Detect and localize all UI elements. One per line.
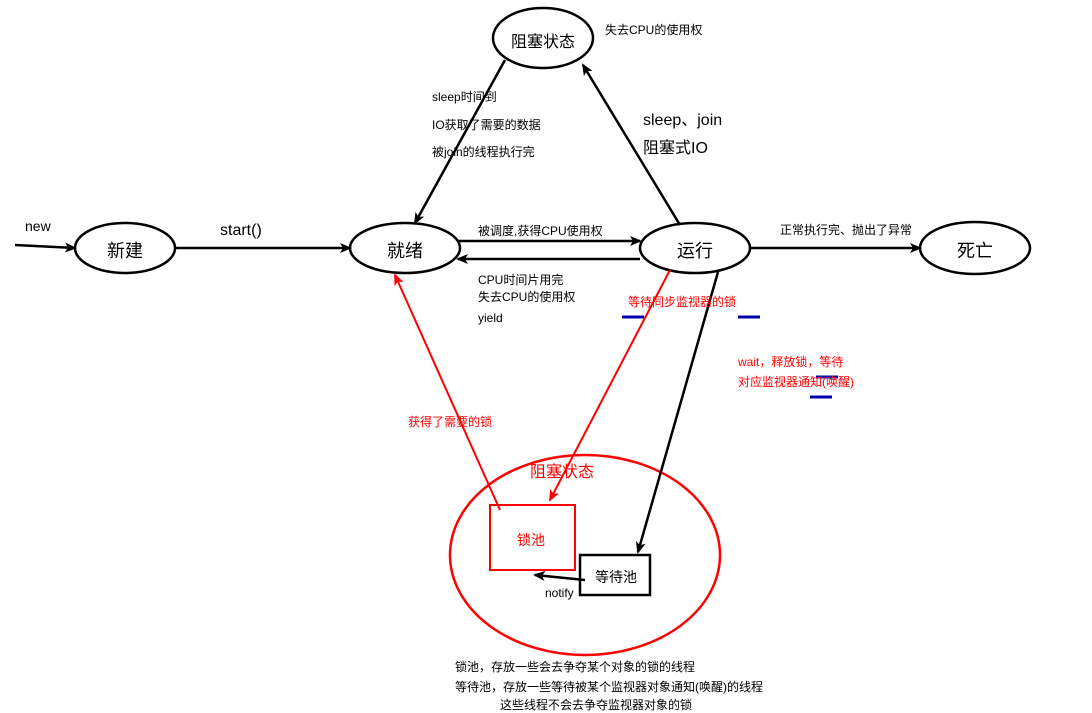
edge-r2b-2: 阻塞式IO bbox=[643, 134, 708, 158]
edge-lose-cpu: 失去CPU的使用权 bbox=[605, 21, 702, 38]
edge-b2r-3: 被join的线程执行完 bbox=[432, 143, 535, 160]
node-new-text: 新建 bbox=[107, 237, 143, 263]
edge-b2r-1: sleep时间到 bbox=[432, 88, 497, 105]
node-wait-pool-text: 等待池 bbox=[595, 567, 637, 587]
label-new: new bbox=[25, 218, 51, 234]
edge-scheduled: 被调度,获得CPU使用权 bbox=[478, 222, 603, 239]
edge-got-lock: 获得了需要的锁 bbox=[408, 413, 492, 430]
edge-wait-monitor: 等待同步监视器的锁 bbox=[628, 293, 736, 310]
edge-timeslice-2: 失去CPU的使用权 bbox=[478, 288, 575, 305]
edge-notify: notify bbox=[545, 586, 574, 600]
node-dead-text: 死亡 bbox=[957, 237, 993, 263]
footer-line2: 等待池，存放一些等待被某个监视器对象通知(唤醒)的线程 bbox=[455, 678, 763, 695]
edge-b2r-2: IO获取了需要的数据 bbox=[432, 116, 541, 133]
edge-waitpool-to-lockpool bbox=[535, 575, 585, 580]
edge-wait-1: wait，释放锁，等待 bbox=[738, 353, 843, 370]
edge-start-label: start() bbox=[220, 222, 262, 240]
edge-to-dead: 正常执行完、抛出了异常 bbox=[780, 221, 912, 238]
edge-wait-2: 对应监视器通知(唤醒) bbox=[738, 373, 854, 390]
footer-line1: 锁池，存放一些会去争夺某个对象的锁的线程 bbox=[455, 658, 695, 675]
node-blocked-top-text: 阻塞状态 bbox=[511, 28, 575, 52]
edge-timeslice-1: CPU时间片用完 bbox=[478, 271, 563, 288]
edge-blocked-to-ready bbox=[415, 60, 505, 223]
edge-timeslice-3: yield bbox=[478, 311, 503, 325]
edge-r2b-1: sleep、join bbox=[643, 106, 722, 130]
footer-line3: 这些线程不会去争夺监视器对象的锁 bbox=[500, 696, 692, 713]
node-lock-pool-text: 锁池 bbox=[517, 530, 545, 550]
edge-new-arrow bbox=[15, 245, 75, 248]
node-blocked-bottom-text: 阻塞状态 bbox=[530, 458, 594, 482]
node-running-text: 运行 bbox=[677, 237, 713, 263]
node-ready-text: 就绪 bbox=[387, 237, 423, 263]
diagram-svg bbox=[0, 0, 1092, 709]
